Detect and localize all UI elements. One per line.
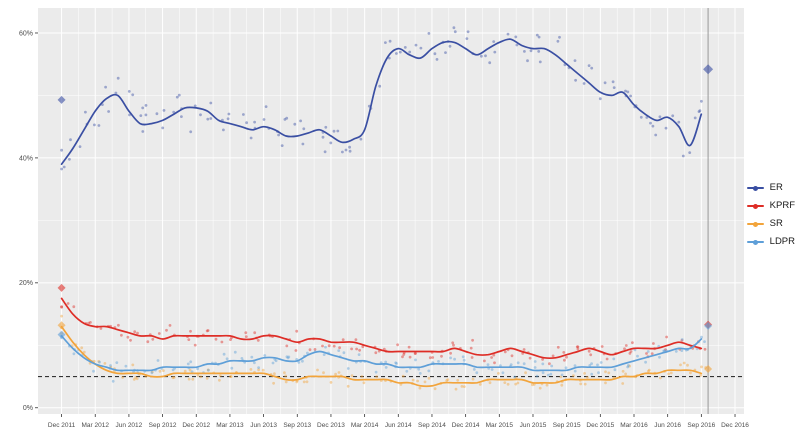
x-tick-label: Mar 2016 (620, 422, 648, 429)
legend-key-kprf-swatch (746, 201, 764, 211)
legend-label: KPRF (769, 200, 795, 211)
legend-key-er-swatch (746, 183, 764, 193)
gridlines-major (38, 8, 744, 414)
x-tick-label: Dec 2014 (452, 422, 480, 429)
plot-panel (38, 8, 744, 414)
x-tick-label: Mar 2015 (486, 422, 514, 429)
x-tick-label: Dec 2016 (721, 422, 749, 429)
x-axis: Dec 2011 Mar 2012 Jun 2012 Sep 2012 Dec 2012… (48, 414, 749, 429)
x-tick-label: Jun 2012 (116, 422, 143, 429)
x-tick-label: Jun 2015 (520, 422, 547, 429)
x-tick-label: Jun 2014 (385, 422, 412, 429)
x-tick-label: Dec 2012 (182, 422, 210, 429)
x-tick-label: Dec 2011 (48, 422, 76, 429)
series-sr-points (60, 314, 708, 391)
election-result-markers (57, 64, 714, 374)
legend-label: SR (769, 218, 783, 229)
x-tick-label: Sep 2015 (553, 422, 581, 429)
x-tick-label: Dec 2015 (586, 422, 614, 429)
x-tick-label: Sep 2016 (687, 422, 715, 429)
y-tick-label: 0% (23, 405, 33, 412)
series-kprf-line (60, 297, 703, 360)
legend-item-ldpr: LDPR (746, 236, 795, 247)
legend-item-sr: SR (746, 218, 795, 229)
x-tick-label: Jun 2016 (654, 422, 681, 429)
series-ldpr-points (60, 334, 706, 383)
x-tick-label: Mar 2013 (216, 422, 244, 429)
chart-legend: ER KPRF SR LDPR (746, 182, 795, 247)
legend-key-ldpr-swatch (746, 237, 764, 247)
x-tick-label: Jun 2013 (250, 422, 277, 429)
x-tick-label: Sep 2014 (418, 422, 446, 429)
x-tick-label: Mar 2012 (82, 422, 110, 429)
x-tick-label: Dec 2013 (317, 422, 345, 429)
y-tick-label: 40% (19, 155, 33, 162)
legend-item-kprf: KPRF (746, 200, 795, 211)
series-ldpr-line (60, 335, 703, 372)
legend-item-er: ER (746, 182, 795, 193)
x-tick-label: Mar 2014 (351, 422, 379, 429)
x-tick-label: Sep 2012 (149, 422, 177, 429)
y-axis: 0% 20% 40% 60% (19, 30, 38, 412)
series-sr-line (60, 325, 703, 388)
y-tick-label: 20% (19, 280, 33, 287)
legend-label: ER (769, 182, 783, 193)
legend-key-sr-swatch (746, 219, 764, 229)
x-tick-label: Sep 2013 (283, 422, 311, 429)
y-tick-label: 60% (19, 30, 33, 37)
series-er-line (60, 38, 703, 166)
legend-label: LDPR (769, 236, 795, 247)
